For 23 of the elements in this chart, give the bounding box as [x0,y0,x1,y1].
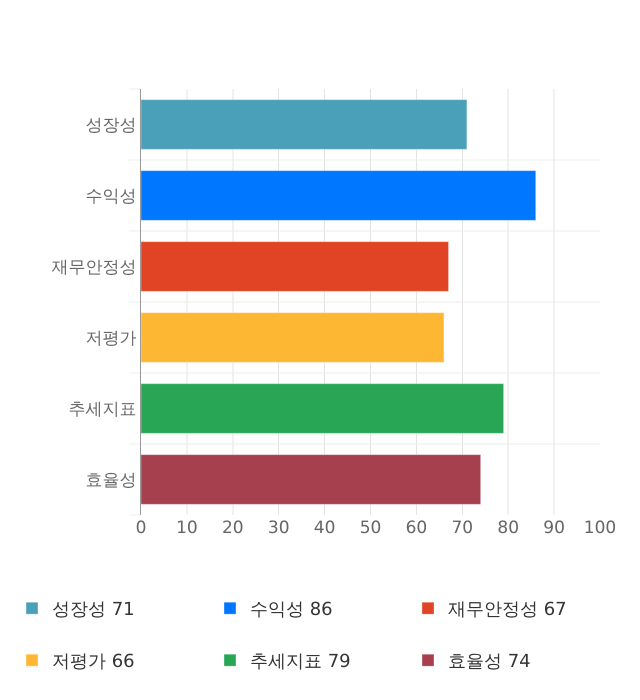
y-tick-label: 재무안정성 [52,257,137,278]
y-tick-label: 수익성 [86,186,137,206]
x-tick-label: 70 [451,518,474,538]
y-tick-label: 추세지표 [68,399,137,420]
x-tick-label: 80 [497,518,520,538]
legend-label: 효율성 74 [448,651,531,672]
x-tick-label: 50 [360,518,382,538]
y-tick-label: 저평가 [86,328,137,348]
x-tick-label: 30 [268,518,290,538]
x-tick-label: 100 [584,518,616,538]
legend-label: 성장성 71 [52,599,135,620]
x-tick-label: 60 [406,518,428,538]
x-tick-label: 0 [136,518,146,538]
legend-label: 저평가 66 [52,651,135,672]
x-tick-label: 10 [176,518,198,538]
x-tick-label: 40 [314,518,336,538]
x-tick-label: 20 [222,518,244,538]
legend-label: 수익성 86 [250,599,333,620]
legend-label: 재무안정성 67 [448,599,567,620]
y-tick-label: 효율성 [86,470,137,490]
y-tick-label: 성장성 [86,115,137,136]
legend-label: 추세지표 79 [250,651,351,672]
x-tick-label: 90 [543,518,565,538]
